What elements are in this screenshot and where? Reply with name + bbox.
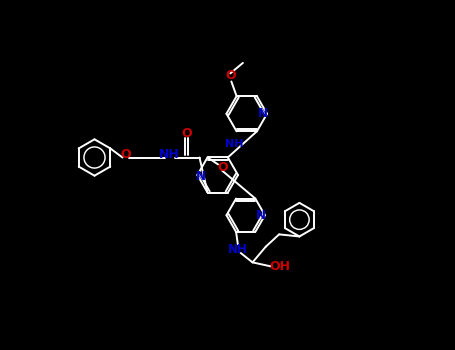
Text: NH: NH xyxy=(228,243,248,256)
Text: N: N xyxy=(256,209,266,222)
Text: O: O xyxy=(120,148,131,161)
Text: NH: NH xyxy=(225,139,244,149)
Text: O: O xyxy=(181,127,192,140)
Text: O: O xyxy=(217,161,228,174)
Text: O: O xyxy=(225,69,236,82)
Text: OH: OH xyxy=(269,260,290,273)
Text: N: N xyxy=(196,170,206,183)
Text: N: N xyxy=(258,107,268,120)
Text: NH: NH xyxy=(159,148,180,161)
